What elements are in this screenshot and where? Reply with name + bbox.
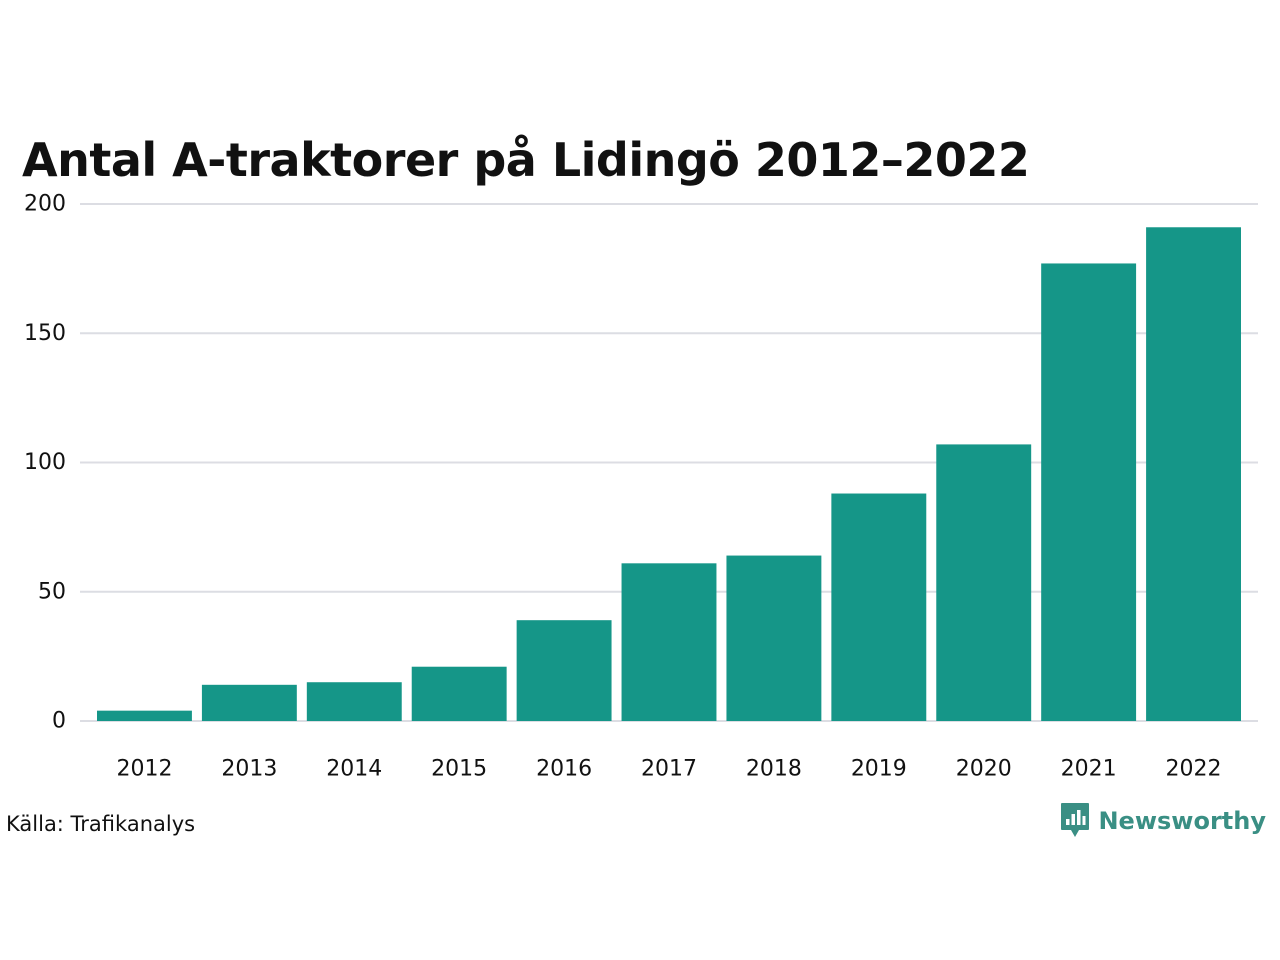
x-tick-label: 2014 — [326, 757, 382, 782]
x-tick-label: 2018 — [746, 757, 802, 782]
bar-2022 — [1146, 227, 1241, 721]
x-tick-label: 2016 — [536, 757, 592, 782]
y-tick-label: 50 — [38, 579, 66, 604]
bar-chart-speech-bubble-icon — [1061, 803, 1090, 837]
bar-2017 — [621, 563, 717, 721]
newsworthy-logo: Newsworthy — [1060, 802, 1266, 840]
bar-2012 — [97, 710, 192, 721]
bars — [97, 227, 1241, 721]
bar-2019 — [831, 493, 927, 721]
y-axis-tick-labels: 0 50 100 150 200 — [24, 192, 66, 734]
x-tick-label: 2013 — [221, 757, 277, 782]
y-tick-label: 200 — [24, 192, 66, 217]
y-tick-label: 0 — [52, 709, 66, 734]
y-tick-label: 100 — [24, 450, 66, 475]
x-tick-label: 2012 — [116, 757, 172, 782]
x-tick-label: 2017 — [641, 757, 697, 782]
bar-2014 — [306, 682, 402, 721]
source-note: Källa: Trafikanalys — [6, 812, 196, 836]
bar-2018 — [726, 555, 822, 721]
y-tick-label: 150 — [24, 321, 66, 346]
x-axis-tick-labels: 2012 2013 2014 2015 2016 2017 2018 2019 2020 2021… — [116, 757, 1221, 782]
x-tick-label: 2019 — [851, 757, 907, 782]
bar-2013 — [201, 684, 297, 721]
bar-2020 — [936, 444, 1032, 721]
x-tick-label: 2021 — [1061, 757, 1117, 782]
bar-2015 — [411, 666, 507, 721]
bar-2021 — [1041, 263, 1137, 721]
x-tick-label: 2020 — [956, 757, 1012, 782]
x-tick-label: 2022 — [1166, 757, 1222, 782]
chart-title: Antal A-traktorer på Lidingö 2012–2022 — [22, 133, 1030, 187]
brand-name: Newsworthy — [1098, 807, 1266, 835]
x-tick-label: 2015 — [431, 757, 487, 782]
bar-2016 — [516, 620, 612, 721]
